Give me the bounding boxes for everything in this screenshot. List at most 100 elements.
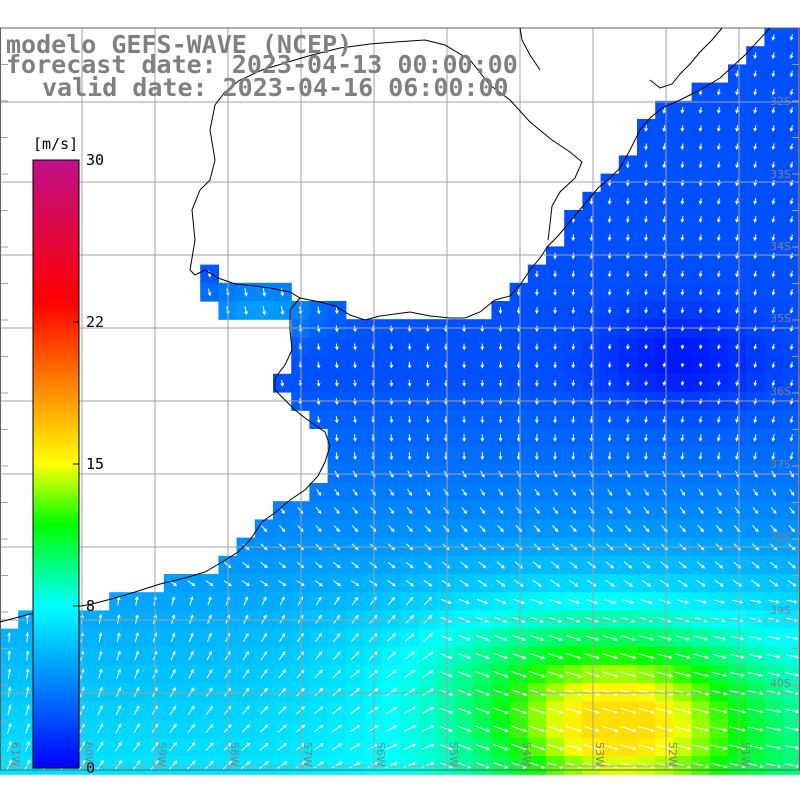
- wind-arrow: [498, 434, 503, 442]
- wind-arrow: [656, 744, 673, 751]
- wind-arrow: [389, 361, 394, 369]
- wind-arrow: [533, 525, 541, 533]
- wind-arrow: [457, 707, 472, 714]
- wind-arrow: [625, 270, 630, 278]
- longitude-label: 61W: [9, 742, 22, 767]
- wind-arrow: [386, 706, 398, 715]
- wind-arrow: [425, 416, 430, 424]
- wind-arrow: [644, 289, 648, 296]
- wind-arrow: [242, 561, 250, 569]
- wind-arrow: [332, 669, 342, 679]
- wind-arrow: [753, 161, 758, 169]
- wind-arrow: [753, 143, 758, 151]
- wind-arrow: [662, 234, 667, 242]
- wind-arrow: [205, 705, 214, 715]
- wind-arrow: [493, 653, 509, 660]
- wind-arrow: [316, 416, 321, 424]
- wind-arrow: [7, 650, 12, 661]
- wind-arrow: [789, 52, 794, 60]
- wind-arrow: [789, 234, 794, 242]
- wind-arrow: [97, 686, 103, 698]
- wind-arrow: [186, 760, 196, 770]
- wind-arrow: [296, 561, 305, 569]
- wind-arrow: [262, 288, 266, 297]
- wind-arrow: [571, 307, 576, 314]
- wind-arrow: [623, 579, 634, 587]
- wind-arrow: [135, 595, 139, 606]
- wind-arrow: [205, 580, 214, 587]
- wind-arrow: [680, 234, 685, 242]
- wind-arrow: [425, 343, 430, 351]
- wind-arrow: [259, 742, 269, 751]
- wind-arrow: [607, 434, 612, 442]
- wind-arrow: [607, 270, 612, 278]
- wind-arrow: [662, 452, 667, 461]
- wind-arrow: [460, 561, 469, 569]
- wind-arrow: [133, 723, 140, 734]
- wind-arrow: [314, 669, 323, 679]
- colorbar-tick-label: 0: [86, 759, 95, 777]
- wind-arrow: [369, 580, 378, 587]
- wind-arrow: [132, 759, 141, 770]
- wind-arrow: [25, 704, 30, 716]
- wind-arrow: [680, 307, 685, 314]
- wind-arrow: [735, 234, 739, 242]
- wind-arrow: [280, 288, 285, 297]
- wind-arrow: [24, 759, 31, 771]
- wind-arrow: [789, 106, 794, 114]
- wind-arrow: [735, 216, 739, 223]
- wind-arrow: [462, 343, 466, 351]
- wind-arrow: [424, 525, 432, 533]
- wind-arrow: [407, 361, 412, 369]
- wind-arrow: [535, 379, 539, 387]
- wind-arrow: [332, 580, 342, 587]
- wind-arrow: [440, 635, 453, 641]
- wind-arrow: [607, 452, 612, 461]
- wind-arrow: [169, 705, 177, 716]
- wind-arrow: [407, 452, 412, 461]
- wind-arrow: [439, 725, 453, 732]
- wind-arrow: [187, 742, 196, 752]
- wind-arrow: [479, 525, 486, 533]
- wind-arrow: [753, 380, 758, 387]
- wind-arrow: [680, 143, 685, 151]
- wind-arrow: [439, 653, 453, 660]
- wind-arrow: [205, 723, 214, 734]
- wind-arrow: [535, 343, 539, 351]
- colorbar-ticks: 30 22 15 8 0: [73, 151, 104, 777]
- wind-arrow: [529, 743, 546, 751]
- wind-arrow: [567, 599, 580, 605]
- wind-arrow: [752, 488, 758, 496]
- wind-arrow: [169, 687, 176, 697]
- longitude-label: 59W: [155, 742, 168, 767]
- wind-arrow: [735, 143, 739, 151]
- wind-arrow: [571, 380, 576, 387]
- wind-arrow: [477, 598, 489, 605]
- wind-arrow: [751, 561, 760, 569]
- forecast-date: forecast date: 2023-04-13 00:00:00: [6, 50, 518, 79]
- wind-arrow: [387, 579, 396, 587]
- wind-arrow: [475, 743, 490, 751]
- wind-arrow: [644, 307, 648, 314]
- wind-arrow: [351, 561, 359, 569]
- wind-arrow: [789, 179, 794, 187]
- wind-arrow: [387, 633, 396, 642]
- wind-arrow: [771, 380, 776, 387]
- wind-arrow: [440, 598, 452, 605]
- wind-arrow: [584, 635, 600, 641]
- wind-arrow: [314, 687, 324, 697]
- wind-arrow: [296, 687, 305, 697]
- wind-arrow: [601, 707, 619, 714]
- wind-arrow: [259, 705, 269, 715]
- wind-arrow: [789, 416, 794, 424]
- wind-arrow: [498, 416, 503, 424]
- wind-arrow: [189, 596, 194, 606]
- wind-arrow: [625, 416, 630, 424]
- border-brazil: [394, 39, 583, 241]
- wind-arrow: [205, 760, 214, 770]
- wind-arrow: [170, 668, 176, 679]
- wind-arrow: [769, 561, 778, 569]
- wind-arrow: [714, 579, 724, 587]
- wind-arrow: [716, 107, 721, 114]
- wind-arrow: [656, 726, 673, 732]
